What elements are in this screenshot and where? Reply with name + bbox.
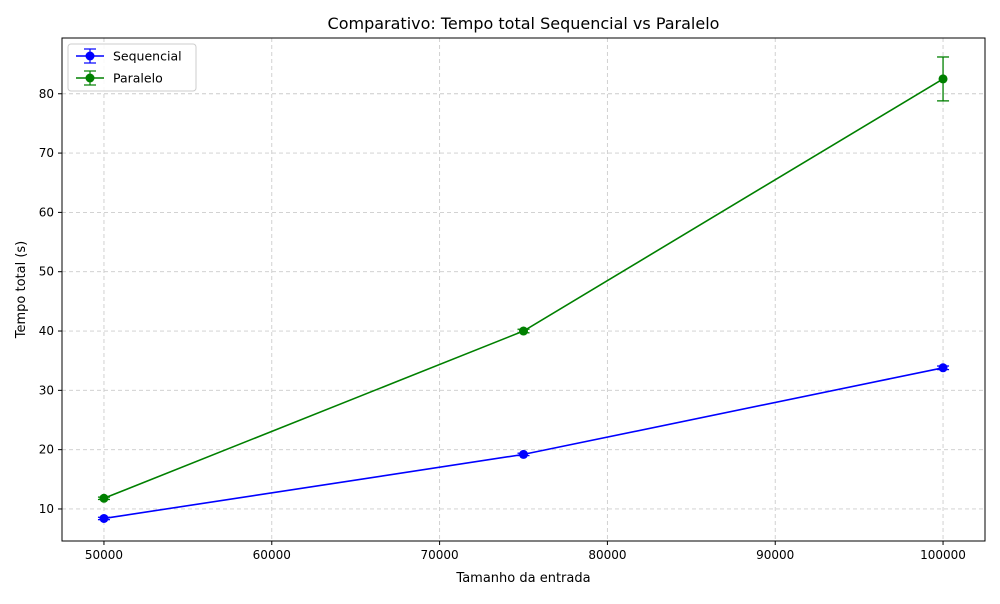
chart-title: Comparativo: Tempo total Sequencial vs P… bbox=[328, 14, 720, 33]
y-tick-label: 20 bbox=[39, 443, 54, 457]
data-point-sequencial bbox=[938, 363, 948, 373]
legend-item-paralelo: Paralelo bbox=[76, 70, 163, 86]
legend-label-paralelo: Paralelo bbox=[113, 71, 163, 86]
x-tick-label: 50000 bbox=[85, 548, 123, 562]
legend-item-sequencial: Sequencial bbox=[76, 48, 182, 64]
x-tick-label: 60000 bbox=[253, 548, 291, 562]
y-axis-label: Tempo total (s) bbox=[14, 241, 29, 340]
y-tick-label: 40 bbox=[39, 324, 54, 338]
legend: Sequencial Paralelo bbox=[67, 43, 197, 92]
legend-label-sequencial: Sequencial bbox=[113, 49, 182, 64]
data-point-paralelo bbox=[938, 74, 948, 84]
ticks-layer: 50000 60000 70000 80000 90000 100000 10 20 30 40 5… bbox=[39, 87, 966, 562]
x-tick-label: 100000 bbox=[920, 548, 966, 562]
series-line-sequencial bbox=[103, 367, 944, 520]
y-tick-label: 30 bbox=[39, 383, 54, 397]
x-tick-label: 90000 bbox=[756, 548, 794, 562]
series-line-paralelo bbox=[103, 78, 944, 500]
data-point-paralelo bbox=[99, 493, 109, 503]
grid-layer bbox=[62, 38, 985, 541]
x-tick-label: 70000 bbox=[420, 548, 458, 562]
y-tick-label: 70 bbox=[39, 146, 54, 160]
series-sequencial bbox=[97, 363, 950, 523]
y-tick-label: 50 bbox=[39, 265, 54, 279]
legend-marker bbox=[85, 73, 95, 83]
legend-marker bbox=[85, 51, 95, 61]
y-tick-label: 10 bbox=[39, 502, 54, 516]
series-paralelo bbox=[97, 56, 950, 503]
y-tick-label: 60 bbox=[39, 205, 54, 219]
data-point-paralelo bbox=[519, 326, 528, 336]
data-point-sequencial bbox=[99, 513, 109, 523]
series-layer bbox=[97, 56, 950, 523]
data-point-sequencial bbox=[519, 449, 528, 459]
x-tick-label: 80000 bbox=[588, 548, 626, 562]
x-axis-label: Tamanho da entrada bbox=[455, 571, 590, 586]
plot-frame bbox=[61, 37, 986, 542]
y-tick-label: 80 bbox=[39, 87, 54, 101]
